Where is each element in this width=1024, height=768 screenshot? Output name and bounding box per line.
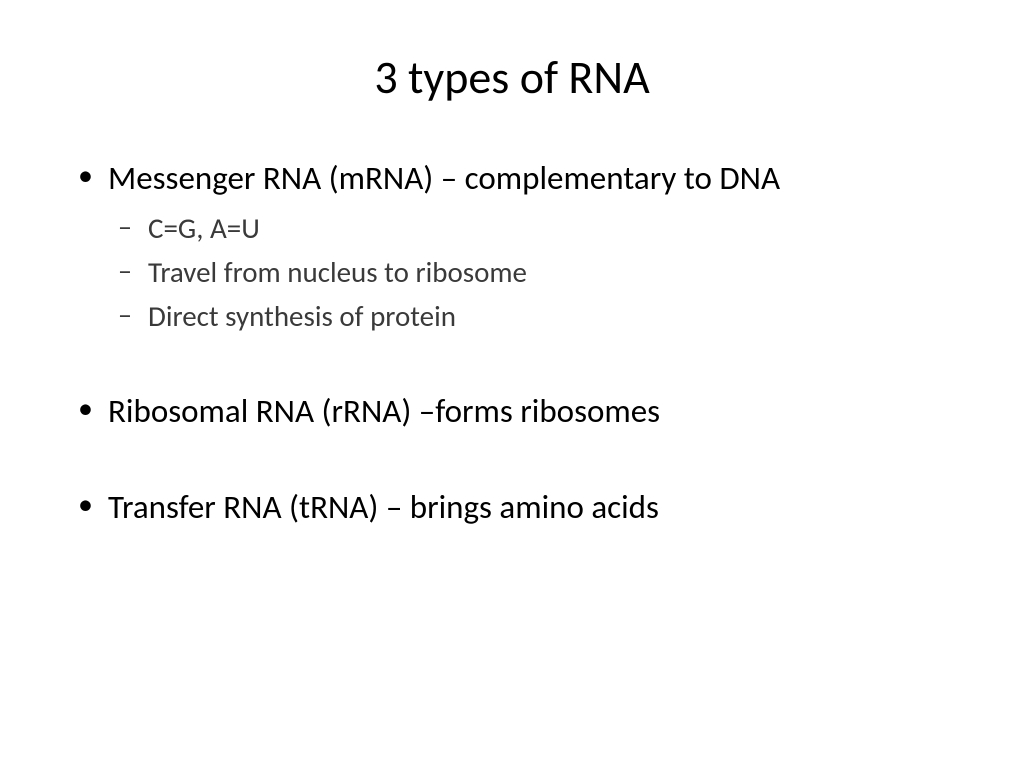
bullet-text: Transfer RNA (tRNA) – brings amino acids bbox=[108, 487, 659, 527]
sub-bullet-synthesis: Direct synthesis of protein bbox=[108, 295, 974, 337]
sub-bullet-base-pairing: C=G, A=U bbox=[108, 207, 974, 249]
bullet-item-rrna: Ribosomal RNA (rRNA) –forms ribosomes bbox=[70, 389, 974, 434]
bullet-list-level-1: Ribosomal RNA (rRNA) –forms ribosomes bbox=[70, 389, 974, 434]
slide-content: Messenger RNA (mRNA) – complementary to … bbox=[50, 156, 974, 530]
sub-bullet-travel: Travel from nucleus to ribosome bbox=[108, 251, 974, 293]
slide-title: 3 types of RNA bbox=[50, 50, 974, 106]
bullet-list-level-1: Transfer RNA (tRNA) – brings amino acids bbox=[70, 485, 974, 530]
bullet-item-trna: Transfer RNA (tRNA) – brings amino acids bbox=[70, 485, 974, 530]
bullet-list-level-2: C=G, A=U Travel from nucleus to ribosome… bbox=[108, 207, 974, 337]
vertical-spacer bbox=[70, 345, 974, 389]
sub-bullet-text: Direct synthesis of protein bbox=[148, 298, 456, 334]
vertical-spacer bbox=[70, 441, 974, 485]
bullet-text: Messenger RNA (mRNA) – complementary to … bbox=[108, 158, 780, 198]
bullet-item-mrna: Messenger RNA (mRNA) – complementary to … bbox=[70, 156, 974, 337]
bullet-list-level-1: Messenger RNA (mRNA) – complementary to … bbox=[70, 156, 974, 337]
sub-bullet-text: Travel from nucleus to ribosome bbox=[148, 254, 527, 290]
sub-bullet-text: C=G, A=U bbox=[148, 210, 260, 246]
bullet-text: Ribosomal RNA (rRNA) –forms ribosomes bbox=[108, 391, 660, 431]
